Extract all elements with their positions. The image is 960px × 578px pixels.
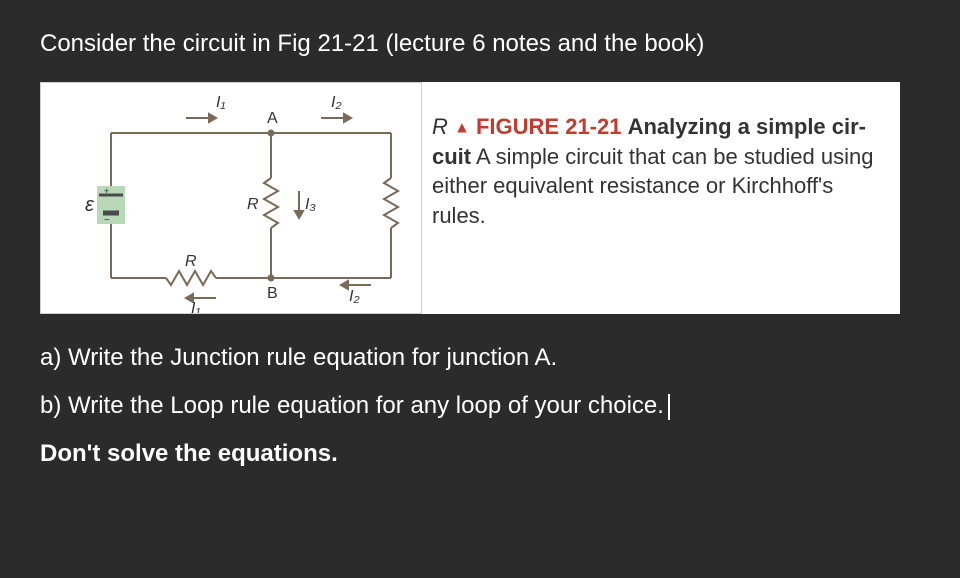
figure-body: A simple circuit that can be studied usi… [432, 144, 873, 228]
dont-solve: Don't solve the equations. [40, 440, 920, 468]
circuit-diagram: + − ε A B R R I₁ [40, 82, 422, 314]
figure-title-1: Analyzing a simple cir- [628, 114, 866, 139]
r-bot-label: R [185, 253, 197, 270]
node-b-label: B [267, 285, 278, 302]
figure-caption: R ▲ FIGURE 21-21 Analyzing a simple cir-… [422, 82, 900, 314]
i2-top-label: I₂ [331, 94, 342, 111]
question-a: a) Write the Junction rule equation for … [40, 344, 920, 372]
caption-r: R [432, 114, 448, 139]
figure-title-2: cuit [432, 144, 471, 169]
i3-label: I₃ [305, 196, 316, 213]
triangle-icon: ▲ [454, 119, 470, 136]
page-title: Consider the circuit in Fig 21-21 (lectu… [40, 30, 920, 58]
figure-row: + − ε A B R R I₁ [40, 82, 900, 314]
figure-number: FIGURE 21-21 [476, 114, 622, 139]
node-a-label: A [267, 110, 278, 127]
i2-bot-label: I₂ [349, 288, 360, 305]
r-mid-label: R [247, 196, 259, 213]
question-b: b) Write the Loop rule equation for any … [40, 392, 920, 420]
text-cursor [668, 394, 670, 420]
question-b-text: b) Write the Loop rule equation for any … [40, 392, 664, 419]
svg-text:+: + [104, 186, 109, 196]
circuit-svg: + − ε A B R R I₁ [41, 83, 421, 313]
svg-text:−: − [104, 215, 110, 226]
emf-label: ε [85, 194, 95, 216]
i1-top-label: I₁ [216, 94, 226, 111]
i1-bot-label: I₁ [191, 300, 201, 313]
